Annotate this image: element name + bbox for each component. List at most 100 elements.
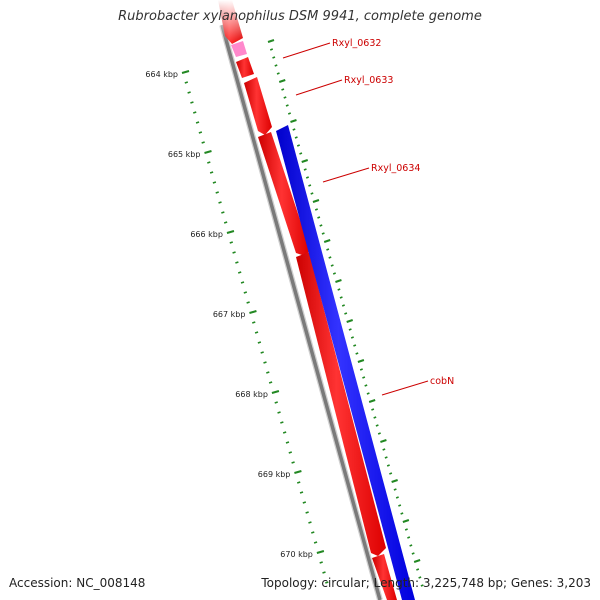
outer-minor-tick: [296, 144, 301, 147]
outer-minor-tick: [276, 72, 280, 75]
scale-minor-tick: [251, 321, 256, 324]
outer-minor-tick: [353, 344, 357, 347]
gene-label-rxyl-0632: Rxyl_0632: [332, 38, 381, 49]
scale-minor-tick: [288, 451, 293, 454]
gene-arrow-cobn-fwd: [296, 252, 386, 556]
top-fade: [195, 0, 285, 42]
outer-minor-tick: [393, 488, 397, 491]
outer-minor-tick: [292, 128, 296, 131]
scale-tick-label: 668 kbp: [235, 390, 268, 399]
outer-minor-tick: [359, 368, 363, 371]
outer-minor-tick: [305, 176, 310, 179]
scale-minor-tick: [302, 501, 307, 504]
scale-minor-tick: [282, 431, 287, 434]
scale-minor-tick: [201, 141, 205, 144]
rna-gene: [231, 41, 247, 57]
label-line-rxyl-0633: [295, 79, 343, 96]
outer-major-tick: [346, 319, 353, 323]
outer-minor-tick: [319, 224, 323, 227]
scale-minor-tick: [305, 511, 309, 514]
scale-minor-tick: [209, 171, 214, 174]
gene-arrow-rxyl-0634-fwd: [258, 132, 310, 256]
scale-tick-label: 666 kbp: [190, 230, 223, 239]
scale-major-tick: [181, 70, 190, 74]
gene-label-cobn: cobN: [430, 376, 454, 387]
outer-minor-tick: [382, 448, 386, 451]
scale-minor-tick: [187, 91, 191, 94]
scale-minor-tick: [263, 361, 267, 364]
label-line-rxyl-0634: [322, 167, 370, 183]
outer-minor-tick: [386, 464, 390, 467]
outer-minor-tick: [337, 288, 341, 291]
scale-minor-tick: [223, 221, 228, 224]
scale-major-tick: [249, 310, 257, 314]
scale-minor-tick: [322, 571, 326, 574]
scale-tick-label: 667 kbp: [213, 310, 246, 319]
scale-minor-tick: [198, 131, 203, 134]
outer-minor-tick: [411, 552, 415, 555]
scale-minor-tick: [277, 411, 281, 414]
outer-major-tick: [391, 479, 398, 483]
outer-minor-tick: [400, 512, 404, 515]
outer-minor-tick: [330, 264, 334, 267]
outer-minor-tick: [285, 104, 289, 107]
label-line-rxyl-0632: [282, 42, 331, 59]
scale-minor-tick: [243, 291, 248, 294]
scale-minor-tick: [308, 521, 312, 524]
scale-major-tick: [316, 550, 325, 554]
scale-minor-tick: [319, 561, 323, 564]
outer-tick-ring: [267, 39, 424, 587]
outer-major-tick: [357, 359, 365, 363]
outer-minor-tick: [274, 64, 278, 67]
gene-arrow-rxyl-0632: [236, 57, 254, 78]
scale-minor-tick: [254, 331, 259, 334]
outer-minor-tick: [341, 304, 345, 307]
scale-minor-tick: [291, 461, 295, 464]
gene-arrow-bottom: [372, 554, 397, 600]
outer-minor-tick: [420, 584, 424, 587]
scale-minor-tick: [212, 181, 217, 184]
outer-minor-tick: [348, 328, 352, 331]
scale-minor-tick: [215, 191, 219, 194]
gene-label-rxyl-0634: Rxyl_0634: [371, 163, 420, 174]
scale-minor-tick: [229, 241, 234, 244]
outer-minor-tick: [395, 496, 399, 499]
scale-major-tick: [226, 230, 235, 234]
outer-minor-tick: [350, 336, 354, 339]
outer-minor-tick: [294, 136, 298, 139]
scale-minor-tick: [313, 541, 318, 544]
scale-minor-tick: [240, 281, 245, 284]
outer-minor-tick: [407, 536, 411, 539]
outer-major-tick: [301, 159, 309, 163]
scale-minor-tick: [237, 271, 242, 274]
scale-minor-tick: [190, 101, 194, 104]
outer-minor-tick: [375, 424, 379, 427]
scale-tick-label: 664 kbp: [145, 70, 178, 79]
outer-major-tick: [290, 119, 297, 123]
outer-minor-tick: [398, 504, 402, 507]
outer-minor-tick: [371, 408, 375, 411]
outer-minor-tick: [269, 48, 274, 51]
outer-minor-tick: [303, 168, 307, 171]
outer-minor-tick: [377, 432, 381, 435]
scale-minor-tick: [285, 441, 290, 444]
scale-minor-tick: [296, 481, 301, 484]
genome-backbone-line: [220, 24, 382, 600]
gene-arrow-cobn-rev: [276, 125, 415, 600]
scale-major-tick: [294, 470, 302, 474]
outer-minor-tick: [321, 232, 325, 235]
outer-minor-tick: [281, 88, 285, 91]
scale-minor-tick: [221, 211, 225, 214]
outer-major-tick: [413, 559, 421, 563]
map-title: Rubrobacter xylanophilus DSM 9941, compl…: [118, 9, 482, 24]
outer-minor-tick: [366, 392, 370, 395]
outer-major-tick: [323, 239, 331, 243]
outer-minor-tick: [332, 272, 336, 275]
scale-minor-tick: [268, 381, 273, 384]
outer-minor-tick: [355, 352, 359, 355]
outer-major-tick: [380, 439, 387, 443]
outer-minor-tick: [272, 56, 276, 59]
outer-minor-tick: [344, 312, 348, 315]
outer-major-tick: [312, 199, 320, 203]
scale-tick-label: 665 kbp: [168, 150, 201, 159]
